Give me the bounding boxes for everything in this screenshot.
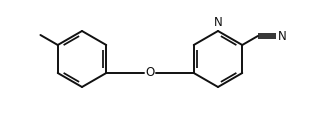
Text: N: N: [278, 30, 287, 42]
Text: N: N: [214, 16, 222, 29]
Text: O: O: [145, 67, 155, 80]
